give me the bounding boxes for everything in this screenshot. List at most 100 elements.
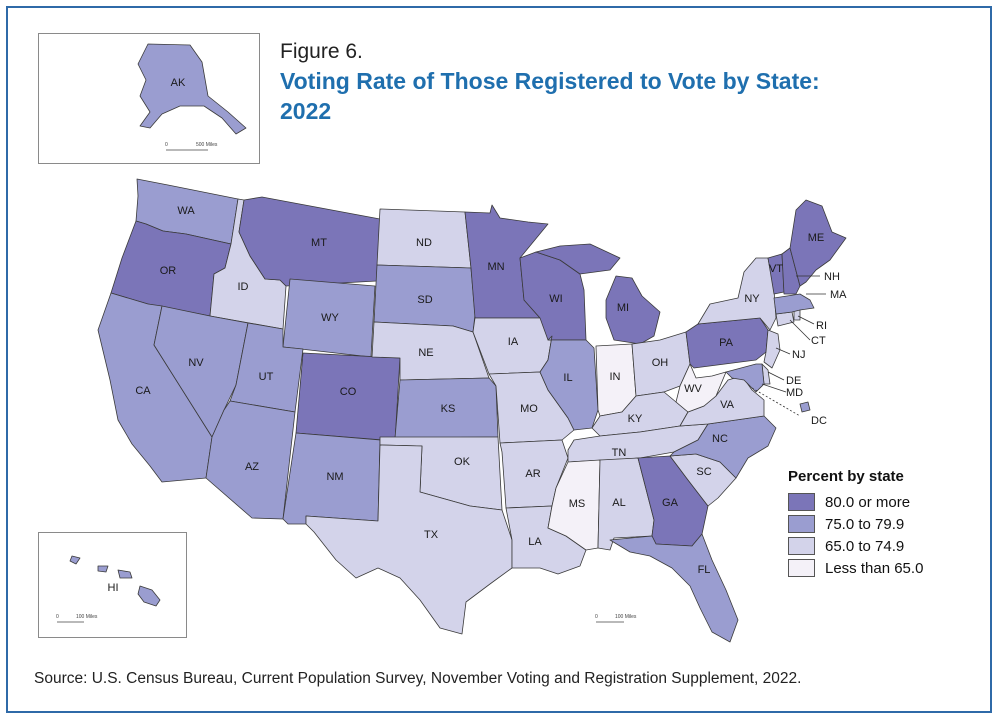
svg-text:NM: NM: [326, 471, 343, 483]
svg-text:NC: NC: [712, 433, 728, 445]
legend-swatch: [788, 493, 815, 511]
legend-label: 80.0 or more: [825, 493, 911, 511]
svg-text:OK: OK: [454, 456, 471, 468]
svg-text:VA: VA: [720, 399, 735, 411]
legend-label: Less than 65.0: [825, 559, 924, 577]
svg-text:KY: KY: [628, 413, 643, 425]
state-MD[interactable]: [725, 363, 765, 393]
legend: Percent by state 80.0 or more 75.0 to 79…: [788, 468, 923, 579]
state-DC[interactable]: [799, 401, 811, 413]
hawaii-scale-zero: 0: [56, 614, 59, 620]
svg-text:SC: SC: [696, 466, 711, 478]
svg-text:WI: WI: [549, 293, 562, 305]
state-MT[interactable]: [238, 196, 381, 287]
leader-lines: [751, 275, 826, 417]
state-MI[interactable]: [535, 243, 661, 345]
svg-text:MO: MO: [520, 403, 538, 415]
state-labels: AK HI WA OR CA ID NV MT WY UT AZ CO NM N…: [108, 77, 848, 594]
svg-text:ID: ID: [238, 281, 249, 293]
svg-text:MS: MS: [569, 498, 586, 510]
svg-text:NV: NV: [188, 357, 204, 369]
figure-label: Figure 6.: [280, 40, 363, 63]
state-NJ[interactable]: [763, 329, 781, 369]
svg-text:PA: PA: [719, 337, 734, 349]
svg-text:AR: AR: [525, 468, 540, 480]
svg-text:MT: MT: [311, 237, 327, 249]
figure-title: Voting Rate of Those Registered to Vote …: [280, 68, 820, 124]
legend-swatch: [788, 515, 815, 533]
svg-text:CT: CT: [811, 335, 826, 347]
state-UT[interactable]: [229, 322, 304, 413]
state-ME[interactable]: [789, 199, 847, 287]
figure-frame: [6, 6, 992, 713]
svg-text:ME: ME: [808, 232, 825, 244]
svg-text:OH: OH: [652, 357, 669, 369]
hawaii-inset: [38, 532, 187, 638]
svg-text:DC: DC: [811, 415, 827, 427]
state-CT[interactable]: [775, 311, 795, 327]
svg-text:WV: WV: [684, 383, 702, 395]
svg-text:LA: LA: [528, 536, 542, 548]
svg-text:MI: MI: [617, 302, 629, 314]
legend-item: 80.0 or more: [788, 491, 923, 513]
legend-swatch: [788, 537, 815, 555]
svg-text:ND: ND: [416, 237, 432, 249]
state-HI[interactable]: [69, 555, 161, 607]
svg-text:GA: GA: [662, 497, 679, 509]
legend-item: 65.0 to 74.9: [788, 535, 923, 557]
state-NV[interactable]: [153, 305, 249, 438]
state-AK[interactable]: [137, 43, 247, 135]
state-NY[interactable]: [697, 257, 777, 331]
hawaii-scale-label: 100 Miles: [76, 614, 98, 620]
conus-scale-label: 100 Miles: [615, 614, 637, 620]
svg-text:RI: RI: [816, 320, 827, 332]
svg-text:AK: AK: [171, 77, 186, 89]
svg-text:MN: MN: [487, 261, 504, 273]
svg-text:CA: CA: [135, 385, 151, 397]
legend-item: Less than 65.0: [788, 557, 923, 579]
svg-text:AL: AL: [612, 497, 625, 509]
svg-text:MA: MA: [830, 289, 847, 301]
svg-text:TN: TN: [612, 447, 627, 459]
svg-text:KS: KS: [441, 403, 456, 415]
state-IL[interactable]: [539, 335, 599, 431]
svg-text:AZ: AZ: [245, 461, 259, 473]
legend-label: 65.0 to 74.9: [825, 537, 905, 555]
svg-text:HI: HI: [108, 582, 119, 594]
legend-item: 75.0 to 79.9: [788, 513, 923, 535]
alaska-scale-label: 500 Miles: [196, 142, 218, 148]
conus-scale-zero: 0: [595, 614, 598, 620]
svg-text:UT: UT: [259, 371, 274, 383]
scale-bars: [57, 149, 624, 623]
svg-text:NY: NY: [744, 293, 760, 305]
svg-text:NE: NE: [418, 347, 433, 359]
svg-text:IL: IL: [563, 372, 572, 384]
svg-text:DE: DE: [786, 375, 801, 387]
state-NC[interactable]: [669, 415, 777, 479]
svg-text:OR: OR: [160, 265, 177, 277]
svg-text:IN: IN: [610, 371, 621, 383]
state-NH[interactable]: [781, 247, 801, 295]
svg-text:VT: VT: [769, 263, 783, 275]
state-MN[interactable]: [464, 204, 549, 319]
state-KS[interactable]: [394, 377, 499, 439]
svg-text:SD: SD: [417, 294, 432, 306]
source-note: Source: U.S. Census Bureau, Current Popu…: [34, 670, 802, 687]
state-AZ[interactable]: [205, 400, 296, 520]
state-MA[interactable]: [773, 293, 815, 315]
alaska-scale-zero: 0: [165, 142, 168, 148]
legend-swatch: [788, 559, 815, 577]
legend-title: Percent by state: [788, 468, 904, 485]
state-WV[interactable]: [675, 363, 727, 413]
legend-label: 75.0 to 79.9: [825, 515, 905, 533]
svg-text:NJ: NJ: [792, 349, 805, 361]
svg-text:WY: WY: [321, 312, 339, 324]
state-FL[interactable]: [609, 533, 739, 643]
svg-text:CO: CO: [340, 386, 357, 398]
svg-text:MD: MD: [786, 387, 803, 399]
svg-text:IA: IA: [508, 336, 519, 348]
svg-text:TX: TX: [424, 529, 439, 541]
state-TX[interactable]: [305, 444, 513, 635]
svg-text:FL: FL: [698, 564, 711, 576]
